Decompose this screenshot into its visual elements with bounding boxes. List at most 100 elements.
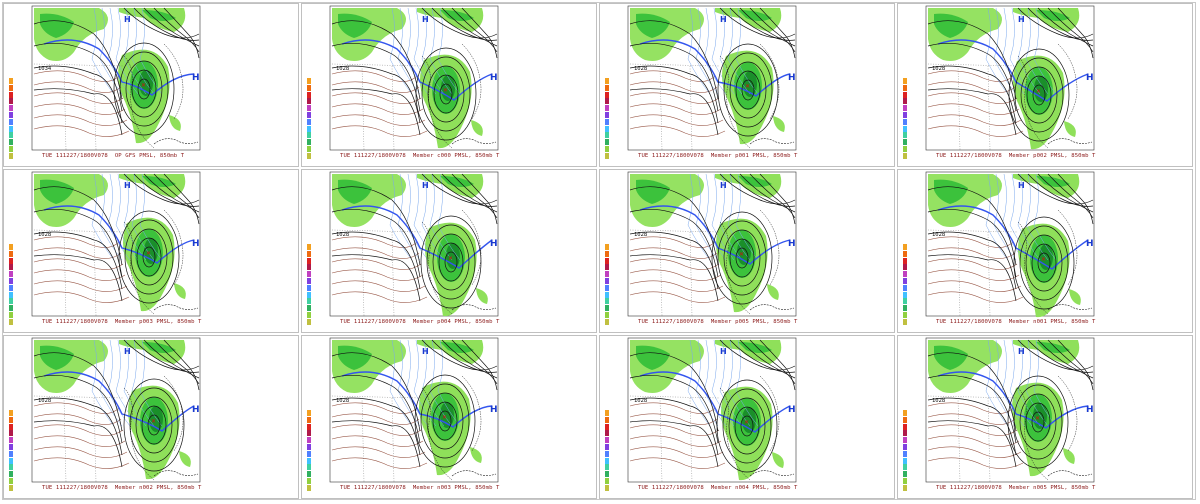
state-borders [331,395,423,483]
color-scale-legend [903,78,913,160]
color-scale-legend [605,78,615,160]
isobar-label: 1028 [932,398,945,404]
weather-map: H H 1028 ✕ [329,5,499,151]
zero-isotherm [937,371,1089,429]
ensemble-panel: H H 1028 ✕ TUE 111227/1800V078 Member p002 P… [897,3,1193,167]
isobar-label: 1028 [932,232,945,238]
high-pressure-label: H [1086,239,1094,249]
low-center-marker: ✕ [1036,88,1041,95]
ensemble-panel: H H 1028 ✕ TUE 111227/1800V078 Member p004 P… [301,169,597,333]
state-borders [927,63,1019,151]
high-pressure-label: H [788,73,796,83]
weather-map: H H 1028 ✕ [627,337,797,483]
panel-caption: TUE 111227/1800V078 Member n003 PMSL, 85… [340,485,500,491]
color-scale-legend [307,244,317,326]
state-borders [33,229,125,317]
isobar-label: 1028 [38,398,51,404]
panel-caption: TUE 111227/1800V078 Member p002 PMSL, 85… [936,153,1096,159]
zero-isotherm [639,39,791,97]
panel-caption: TUE 111227/1800V078 Member c000 PMSL, 85… [340,153,500,159]
high-pressure-label: H [422,181,429,190]
coastline [421,209,482,315]
zero-isotherm [341,371,493,428]
high-pressure-label: H [192,405,200,415]
low-center-marker: ✕ [442,414,447,421]
panel-caption: TUE 111227/1800V078 Member n002 PMSL, 85… [42,485,202,491]
low-center-marker: ✕ [745,83,750,90]
coastline [719,375,780,481]
weather-map: H H 1028 ✕ [627,5,797,151]
high-pressure-label: H [1086,405,1094,415]
weather-map: H H 1028 ✕ [31,171,201,317]
coastline [1017,43,1078,149]
ensemble-panel: H H 1028 ✕ TUE 111227/1800V078 Member n002 P… [3,335,299,499]
isobar-label: 1034 [38,66,52,72]
color-scale-legend [9,244,19,326]
high-pressure-label: H [192,73,200,83]
low-center-marker: ✕ [146,250,151,257]
low-center-marker: ✕ [739,251,744,258]
coastline [123,209,184,315]
weather-map: H H 1028 ✕ [31,337,201,483]
high-pressure-label: H [490,405,498,415]
coastline [123,375,184,481]
coastline [421,43,482,149]
isobar-label: 1028 [932,66,945,72]
weather-map: H H 1028 ✕ [925,337,1095,483]
color-scale-legend [903,410,913,492]
color-scale-legend [605,410,615,492]
isobar-label: 1028 [336,398,349,404]
zero-isotherm [43,39,195,96]
panel-caption: TUE 111227/1800V078 Member p004 PMSL, 85… [340,319,500,325]
panel-caption: TUE 111227/1800V078 Member n001 PMSL, 85… [936,319,1096,325]
state-borders [33,395,125,483]
high-pressure-label: H [192,239,200,249]
zero-isotherm [937,39,1089,102]
color-scale-legend [9,78,19,160]
high-pressure-label: H [124,15,131,24]
isobar-label: 1028 [634,66,647,72]
state-borders [629,63,721,151]
zero-isotherm [43,205,195,264]
low-center-marker: ✕ [1035,415,1040,422]
color-scale-legend [9,410,19,492]
state-borders [331,229,423,317]
zero-isotherm [43,371,195,432]
high-pressure-label: H [422,347,429,356]
weather-map: H H 1028 ✕ [627,171,797,317]
high-pressure-label: H [124,347,131,356]
ensemble-panel: H H 1028 ✕ TUE 111227/1800V078 Member p003 P… [3,169,299,333]
low-center-marker: ✕ [443,87,448,94]
zero-isotherm [639,205,791,265]
coastline [123,43,184,149]
zero-isotherm [341,205,493,269]
ensemble-panel: H H 1028 ✕ TUE 111227/1800V078 Member c000 P… [301,3,597,167]
ensemble-panel: H H 1028 ✕ TUE 111227/1800V078 Member n005 P… [897,335,1193,499]
weather-map: H H 1028 ✕ [925,5,1095,151]
panel-caption: TUE 111227/1800V078 Member n004 PMSL, 85… [638,485,798,491]
high-pressure-label: H [720,15,727,24]
weather-map: H H 1028 ✕ [329,337,499,483]
coastline [1017,209,1078,315]
low-center-marker: ✕ [744,419,749,426]
color-scale-legend [307,410,317,492]
color-scale-legend [605,244,615,326]
panel-caption: TUE 111227/1800V078 OP GFS PMSL, 850mb T [42,153,185,159]
panel-caption: TUE 111227/1800V078 Member p001 PMSL, 85… [638,153,798,159]
high-pressure-label: H [788,405,796,415]
weather-map: H H 1028 ✕ [329,171,499,317]
state-borders [331,63,423,151]
zero-isotherm [937,205,1089,270]
high-pressure-label: H [490,239,498,249]
panel-caption: TUE 111227/1800V078 Member n005 PMSL, 85… [936,485,1096,491]
weather-map: H H 1034 ✕ [31,5,201,151]
state-borders [927,395,1019,483]
low-center-marker: ✕ [141,82,146,89]
ensemble-panel: H H 1028 ✕ TUE 111227/1800V078 Member p001 P… [599,3,895,167]
state-borders [629,229,721,317]
high-pressure-label: H [720,347,727,356]
panel-caption: TUE 111227/1800V078 Member p005 PMSL, 85… [638,319,798,325]
ensemble-panel: H H 1028 ✕ TUE 111227/1800V078 Member n001 P… [897,169,1193,333]
coastline [719,209,780,315]
